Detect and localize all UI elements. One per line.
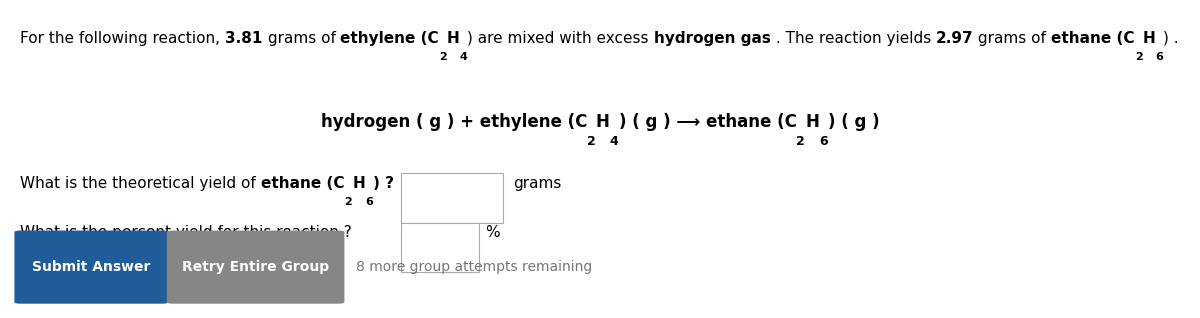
- Text: ) ( g ) ⟶ ethane (C: ) ( g ) ⟶ ethane (C: [618, 113, 797, 131]
- Text: Submit Answer: Submit Answer: [32, 260, 150, 274]
- Text: grams: grams: [512, 176, 562, 190]
- Text: hydrogen ( g ) + ethylene (C: hydrogen ( g ) + ethylene (C: [320, 113, 587, 131]
- Text: 3.81: 3.81: [226, 31, 263, 46]
- Text: ) are mixed with excess: ) are mixed with excess: [468, 31, 654, 46]
- FancyBboxPatch shape: [401, 223, 479, 272]
- Text: ) ( g ): ) ( g ): [828, 113, 880, 131]
- Text: What is the percent yield for this reaction ?: What is the percent yield for this react…: [20, 225, 352, 240]
- Text: 6: 6: [1156, 52, 1163, 62]
- Text: ) .: ) .: [1163, 31, 1178, 46]
- Text: H: H: [1142, 31, 1156, 46]
- Text: 2: 2: [1135, 52, 1142, 62]
- Text: . The reaction yields: . The reaction yields: [770, 31, 936, 46]
- Text: H: H: [353, 176, 365, 190]
- FancyBboxPatch shape: [401, 173, 503, 223]
- Text: For the following reaction,: For the following reaction,: [20, 31, 226, 46]
- Text: ethane (C: ethane (C: [1051, 31, 1135, 46]
- Text: H: H: [805, 113, 820, 131]
- Text: 4: 4: [610, 135, 618, 148]
- Text: hydrogen gas: hydrogen gas: [654, 31, 770, 46]
- Text: %: %: [485, 225, 499, 240]
- Text: 2: 2: [344, 197, 353, 207]
- Text: 6: 6: [820, 135, 828, 148]
- Text: grams of: grams of: [263, 31, 341, 46]
- Text: 4: 4: [460, 52, 468, 62]
- Text: 2: 2: [587, 135, 596, 148]
- Text: 2: 2: [439, 52, 446, 62]
- Text: 2.97: 2.97: [936, 31, 973, 46]
- Text: ethylene (C: ethylene (C: [341, 31, 439, 46]
- Text: Retry Entire Group: Retry Entire Group: [182, 260, 329, 274]
- Text: grams of: grams of: [973, 31, 1051, 46]
- FancyBboxPatch shape: [14, 231, 168, 304]
- Text: 2: 2: [797, 135, 805, 148]
- Text: 8 more group attempts remaining: 8 more group attempts remaining: [356, 260, 593, 274]
- Text: What is the theoretical yield of: What is the theoretical yield of: [20, 176, 262, 190]
- Text: H: H: [596, 113, 610, 131]
- Text: ) ?: ) ?: [373, 176, 394, 190]
- FancyBboxPatch shape: [167, 231, 344, 304]
- Text: 6: 6: [365, 197, 373, 207]
- Text: H: H: [446, 31, 460, 46]
- Text: ethane (C: ethane (C: [262, 176, 344, 190]
